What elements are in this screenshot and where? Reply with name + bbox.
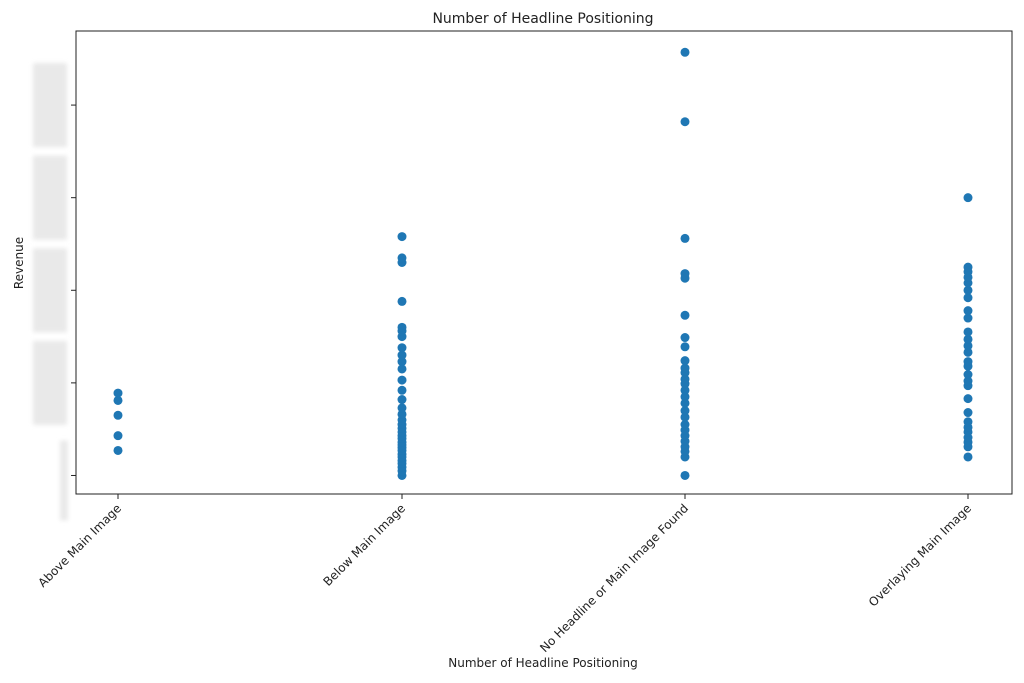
data-point: [680, 398, 690, 408]
data-point: [397, 357, 407, 367]
data-point: [397, 395, 407, 405]
data-point: [397, 296, 407, 306]
data-point: [963, 376, 973, 386]
data-point: [113, 445, 123, 455]
data-point: [680, 333, 690, 343]
data-point: [963, 417, 973, 427]
x-tick-label: No Headline or Main Image Found: [537, 501, 691, 655]
x-tick-label: Below Main Image: [320, 501, 408, 589]
data-point: [397, 350, 407, 360]
data-point: [680, 233, 690, 243]
data-point: [963, 394, 973, 404]
data-point: [113, 395, 123, 405]
y-tick-label-redacted: [33, 340, 67, 425]
data-point: [680, 342, 690, 352]
data-point: [963, 193, 973, 203]
data-point: [963, 347, 973, 357]
data-point: [680, 356, 690, 366]
data-point: [963, 370, 973, 380]
data-point: [680, 470, 690, 480]
plot-area: [75, 30, 1013, 495]
data-point: [680, 420, 690, 430]
data-point: [963, 306, 973, 316]
x-axis: Above Main Image Below Main Image No Headl…: [35, 494, 974, 655]
y-tick-label-redacted: [60, 440, 68, 521]
data-point: [680, 374, 690, 384]
x-axis-label: Number of Headline Positioning: [448, 656, 638, 670]
data-point: [397, 343, 407, 353]
data-point: [680, 269, 690, 279]
data-point: [397, 364, 407, 374]
data-point: [963, 327, 973, 337]
data-point: [397, 232, 407, 242]
data-point: [680, 406, 690, 416]
data-point: [397, 375, 407, 385]
data-points: [113, 47, 973, 480]
x-tick-label: Overlaying Main Image: [866, 501, 974, 609]
data-point: [680, 310, 690, 320]
y-axis-label: Revenue: [12, 237, 26, 289]
y-axis: [33, 63, 76, 521]
data-point: [680, 412, 690, 422]
data-point: [963, 341, 973, 351]
y-tick-label-redacted: [33, 155, 67, 240]
data-point: [397, 322, 407, 332]
data-point: [963, 334, 973, 344]
data-point: [680, 363, 690, 373]
data-point: [680, 47, 690, 57]
data-point: [397, 403, 407, 413]
data-point: [113, 388, 123, 398]
data-point: [963, 408, 973, 418]
y-tick-label-redacted: [33, 248, 67, 333]
data-point: [113, 410, 123, 420]
data-point: [680, 117, 690, 127]
data-point: [680, 385, 690, 395]
data-point: [963, 262, 973, 272]
data-point: [397, 385, 407, 395]
y-tick-label-redacted: [33, 63, 67, 148]
data-point: [963, 285, 973, 295]
data-point: [963, 357, 973, 367]
data-point: [963, 452, 973, 462]
x-tick-label: Above Main Image: [35, 501, 124, 590]
data-point: [963, 293, 973, 303]
data-point: [963, 313, 973, 323]
chart-title: Number of Headline Positioning: [432, 11, 653, 27]
data-point: [113, 431, 123, 441]
data-point: [680, 392, 690, 402]
data-point: [397, 253, 407, 263]
data-point: [397, 409, 407, 419]
